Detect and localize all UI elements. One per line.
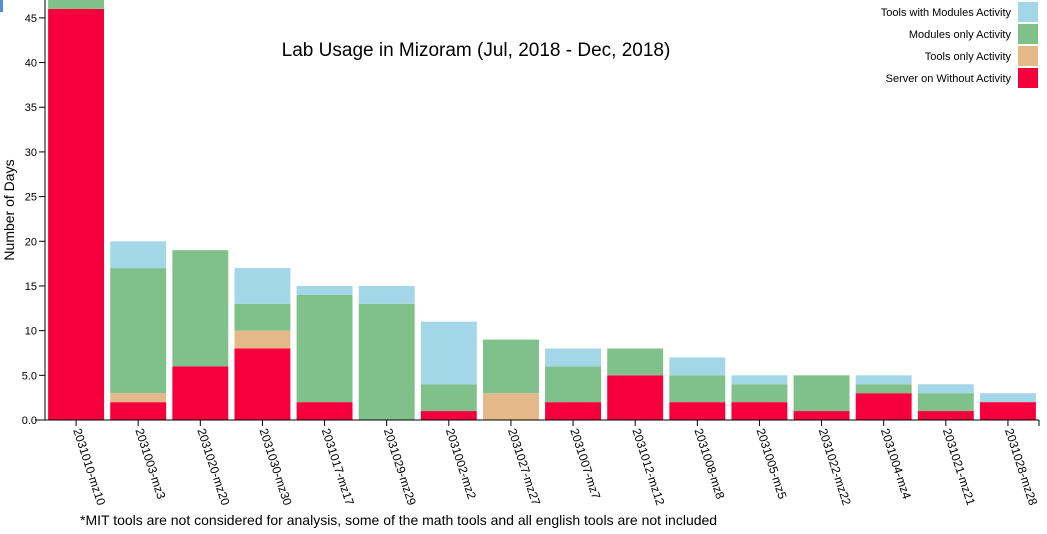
bar-segment: [669, 402, 726, 420]
bar-segment: [296, 294, 353, 403]
bar-segment: [482, 393, 539, 420]
x-tick-label: 2031004-mz4: [878, 427, 914, 501]
x-tick-label: 2031012-mz12: [629, 427, 667, 508]
x-tick-label: 2031022-mz22: [816, 427, 854, 508]
bar-segment: [234, 348, 291, 420]
bars-group: [48, 0, 1036, 420]
bar-segment: [234, 303, 291, 331]
y-tick-label: 35: [25, 102, 37, 114]
y-tick-label: 20: [25, 236, 37, 248]
legend-swatch: [1018, 2, 1038, 22]
x-tick-label: 2031020-mz20: [194, 427, 232, 508]
bar-segment: [855, 393, 912, 420]
y-tick-label: 30: [25, 147, 37, 159]
bar-segment: [172, 250, 229, 367]
bar-segment: [607, 375, 664, 420]
footnote: *MIT tools are not considered for analys…: [80, 512, 717, 528]
bar-segment: [482, 339, 539, 394]
bar-segment: [234, 330, 291, 349]
y-tick-label: 40: [25, 58, 37, 70]
y-tick-label: 45: [25, 13, 37, 25]
legend-swatch: [1018, 68, 1038, 88]
chart-title: Lab Usage in Mizoram (Jul, 2018 - Dec, 2…: [282, 40, 671, 61]
bar-segment: [669, 357, 726, 376]
y-axis: 0.0 5.0 10 15 20 25 30 35 40 45: [0, 0, 46, 427]
bar-segment: [545, 366, 602, 403]
x-tick-label: 2031010-mz10: [70, 427, 108, 508]
bar-segment: [420, 321, 477, 385]
legend: Tools with Modules Activity Modules only …: [881, 2, 1038, 88]
bar-segment: [731, 402, 788, 420]
bar-segment: [793, 375, 850, 412]
x-tick-label: 2031028-mz28: [1002, 427, 1040, 508]
bar-segment: [855, 384, 912, 394]
bar-segment: [110, 393, 167, 403]
legend-label: Server on Without Activity: [886, 73, 1012, 85]
x-tick-label: 2031008-mz8: [691, 427, 727, 501]
bar-segment: [917, 411, 974, 420]
bar-segment: [172, 366, 229, 420]
y-axis-title: Number of Days: [1, 159, 17, 260]
bar-segment: [607, 348, 664, 376]
bar-segment: [979, 402, 1036, 420]
bar-segment: [110, 241, 167, 269]
bar-segment: [545, 402, 602, 420]
x-tick-label: 2031003-mz3: [132, 427, 168, 501]
bar-segment: [669, 375, 726, 403]
bar-segment: [110, 268, 167, 394]
bar-segment: [234, 268, 291, 304]
scroll-indicator: [0, 0, 3, 12]
bar-segment: [296, 402, 353, 420]
bar-segment: [420, 411, 477, 420]
bar-segment: [545, 348, 602, 367]
legend-label: Modules only Activity: [909, 29, 1012, 41]
x-tick-label: 2031007-mz7: [567, 427, 603, 501]
bar-segment: [420, 384, 477, 412]
x-tick-label: 2031017-mz17: [319, 427, 357, 508]
bar-segment: [358, 303, 415, 420]
bar-segment: [917, 384, 974, 394]
legend-swatch: [1018, 46, 1038, 66]
bar-segment: [358, 285, 415, 304]
x-axis: 2031010-mz10 2031003-mz3 2031020-mz20 20310…: [35, 419, 1040, 508]
bar-segment: [855, 375, 912, 385]
bar-segment: [48, 8, 105, 420]
y-tick-label: 10: [25, 326, 37, 338]
y-tick-label: 25: [25, 192, 37, 204]
bar-segment: [110, 402, 167, 420]
y-tick-label: 5.0: [22, 370, 37, 382]
x-tick-label: 2031029-mz29: [381, 427, 419, 508]
bar-segment: [48, 0, 105, 9]
bar-segment: [793, 411, 850, 420]
x-tick-label: 2031030-mz30: [257, 427, 295, 508]
x-tick-label: 2031021-mz21: [940, 427, 978, 508]
bar-segment: [296, 285, 353, 295]
bar-segment: [917, 393, 974, 412]
y-tick-label: 0.0: [22, 415, 37, 427]
bar-segment: [979, 393, 1036, 403]
bar-segment: [731, 375, 788, 385]
x-tick-label: 2031027-mz27: [505, 427, 543, 508]
bar-segment: [731, 384, 788, 403]
legend-swatch: [1018, 24, 1038, 44]
legend-label: Tools with Modules Activity: [881, 7, 1012, 19]
x-tick-label: 2031002-mz2: [443, 427, 479, 501]
x-tick-label: 2031005-mz5: [754, 427, 790, 501]
y-tick-label: 15: [25, 281, 37, 293]
legend-label: Tools only Activity: [925, 51, 1012, 63]
